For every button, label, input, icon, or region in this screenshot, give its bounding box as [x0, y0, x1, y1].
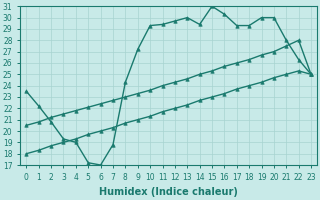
X-axis label: Humidex (Indice chaleur): Humidex (Indice chaleur): [99, 187, 238, 197]
